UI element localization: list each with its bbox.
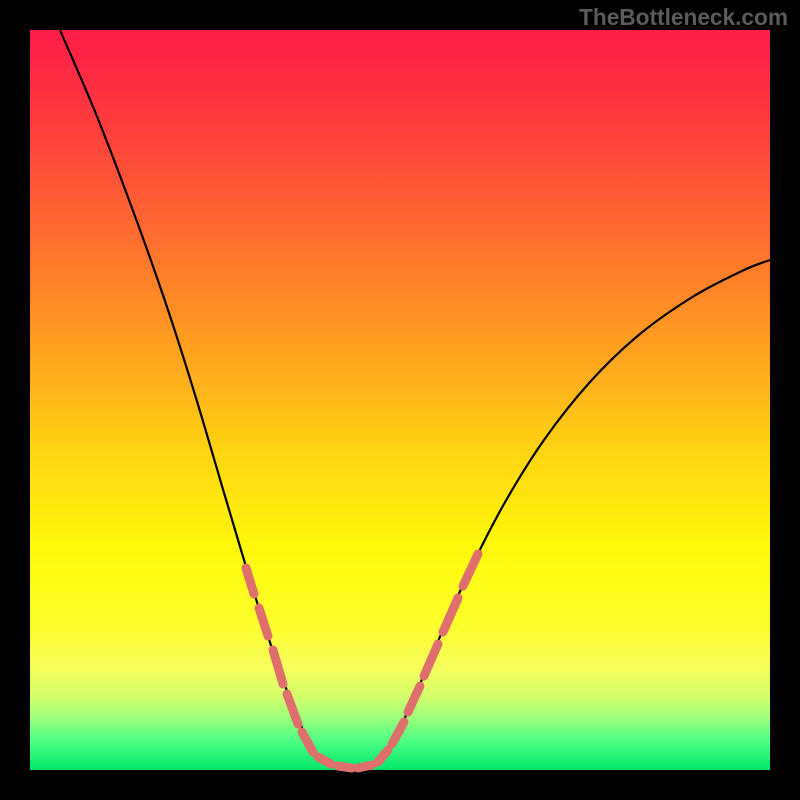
chart-stage: TheBottleneck.com bbox=[0, 0, 800, 800]
dash-seg-7 bbox=[358, 765, 372, 768]
bottleneck-chart bbox=[0, 0, 800, 800]
dash-seg-6 bbox=[338, 766, 352, 768]
dash-seg-5 bbox=[318, 757, 331, 764]
plot-gradient-background bbox=[30, 30, 770, 770]
